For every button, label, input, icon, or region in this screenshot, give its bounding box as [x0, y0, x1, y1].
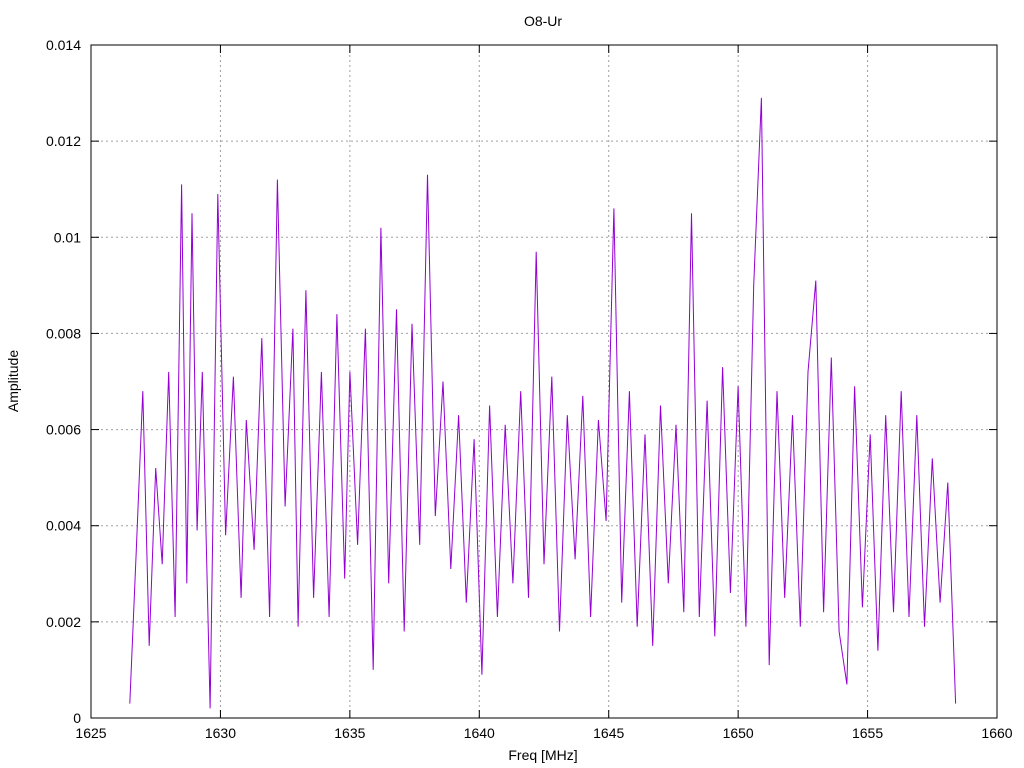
tick-labels: 1625 1630 1635 1640 1645 1650 1655 1660 0 0.002 0.… [46, 37, 1013, 741]
y-tick-label: 0.002 [46, 614, 81, 630]
y-tick-label: 0 [73, 710, 81, 726]
y-tick-label: 0.012 [46, 133, 81, 149]
series-line [129, 97, 957, 709]
x-tick-label: 1635 [334, 725, 365, 741]
series-layer [129, 97, 957, 709]
y-tick-label: 0.006 [46, 422, 81, 438]
chart-title: O8-Ur [524, 13, 562, 29]
x-tick-label: 1660 [981, 725, 1012, 741]
y-axis-label: Amplitude [5, 350, 21, 412]
x-tick-label: 1650 [723, 725, 754, 741]
plot-frame [90, 44, 998, 719]
y-tick-label: 0.008 [46, 325, 81, 341]
x-tick-label: 1645 [593, 725, 624, 741]
x-tick-label: 1630 [205, 725, 236, 741]
x-tick-label: 1655 [852, 725, 883, 741]
x-tick-label: 1640 [464, 725, 495, 741]
x-axis-label: Freq [MHz] [508, 747, 577, 763]
y-tick-label: 0.004 [46, 518, 81, 534]
x-tick-label: 1625 [75, 725, 106, 741]
y-tick-label: 0.014 [46, 37, 81, 53]
y-tick-label: 0.01 [54, 229, 81, 245]
tick-marks [90, 44, 998, 719]
